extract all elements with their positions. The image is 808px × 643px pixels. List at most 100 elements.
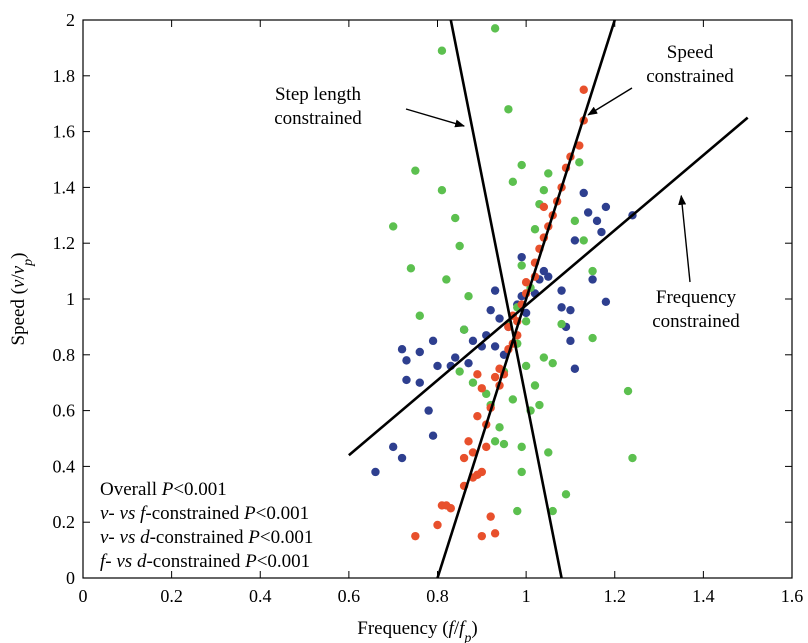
axis-ticks bbox=[82, 19, 793, 579]
green-data-point bbox=[561, 490, 571, 499]
green-data-point bbox=[548, 358, 557, 368]
green-data-point bbox=[623, 386, 633, 396]
annotation-arrow bbox=[678, 194, 691, 283]
green-data-point bbox=[535, 400, 544, 410]
blue-data-point bbox=[397, 345, 407, 354]
x-tick-label: 0 bbox=[79, 586, 88, 606]
green-data-point bbox=[508, 177, 518, 187]
y-tick-label: 0.2 bbox=[53, 512, 76, 532]
blue-data-point bbox=[566, 336, 575, 346]
y-tick-label: 0 bbox=[66, 568, 75, 588]
green-data-point bbox=[521, 317, 531, 326]
blue-data-point bbox=[583, 208, 593, 217]
green-data-point bbox=[459, 325, 469, 334]
green-data-point bbox=[455, 367, 464, 376]
green-data-point bbox=[517, 261, 526, 270]
blue-data-point bbox=[495, 314, 504, 323]
blue-data-point bbox=[371, 467, 380, 477]
annotation-label: constrained bbox=[646, 66, 734, 87]
y-tick-label: 1 bbox=[66, 289, 75, 309]
green-data-point bbox=[539, 185, 549, 195]
green-data-point bbox=[530, 381, 540, 390]
red-data-point bbox=[495, 364, 504, 373]
green-data-point bbox=[411, 166, 420, 175]
y-tick-label: 0.8 bbox=[53, 345, 76, 365]
annotation-label: Step length bbox=[275, 84, 362, 105]
red-data-point bbox=[486, 512, 495, 521]
annotation-arrow bbox=[587, 87, 633, 116]
blue-data-point bbox=[601, 297, 611, 306]
blue-data-point bbox=[588, 275, 597, 284]
y-tick-label: 0.4 bbox=[53, 456, 76, 476]
green-data-point bbox=[415, 311, 424, 320]
red-data-point bbox=[459, 453, 469, 463]
green-data-point bbox=[442, 275, 451, 284]
green-data-point bbox=[575, 158, 584, 167]
stat-line: Overall P<0.001 bbox=[100, 479, 227, 500]
blue-data-point bbox=[566, 305, 575, 315]
green-data-point bbox=[406, 264, 416, 273]
stat-line: f- vs d-constrained P<0.001 bbox=[100, 551, 310, 572]
x-tick-label: 1.6 bbox=[781, 586, 804, 606]
green-data-point bbox=[539, 353, 549, 362]
blue-data-point bbox=[517, 252, 526, 262]
green-data-point bbox=[508, 395, 518, 404]
x-tick-label: 1 bbox=[522, 586, 531, 606]
annotations: Step length constrained Speed constrained Fr… bbox=[274, 42, 740, 332]
green-data-point bbox=[517, 467, 526, 477]
green-data-point bbox=[513, 506, 522, 516]
green-data-point bbox=[544, 448, 553, 457]
annotation-arrow bbox=[405, 108, 466, 128]
blue-data-point bbox=[490, 286, 500, 295]
green-data-point bbox=[557, 319, 566, 329]
x-tick-label: 1.2 bbox=[604, 586, 627, 606]
data-points bbox=[371, 24, 637, 541]
green-data-point bbox=[588, 266, 597, 276]
blue-data-point bbox=[402, 356, 411, 365]
stat-line: v- vs d-constrained P<0.001 bbox=[100, 527, 313, 548]
green-data-point bbox=[504, 105, 513, 114]
blue-data-point bbox=[424, 406, 433, 415]
green-data-point bbox=[579, 236, 588, 245]
green-data-point bbox=[570, 216, 580, 226]
y-axis-label: Speed (v/vp) bbox=[8, 253, 36, 346]
red-data-point bbox=[579, 85, 588, 94]
blue-data-point bbox=[415, 347, 424, 357]
statistics-text: Overall P<0.001 v- vs f-constrained P<0.0… bbox=[100, 479, 313, 572]
blue-data-point bbox=[570, 364, 580, 373]
blue-data-point bbox=[433, 361, 442, 371]
red-data-point bbox=[477, 384, 487, 393]
blue-data-point bbox=[428, 431, 438, 440]
green-data-point bbox=[628, 453, 637, 463]
red-data-point bbox=[490, 372, 500, 382]
red-data-point bbox=[446, 504, 455, 513]
green-data-point bbox=[464, 292, 473, 301]
red-data-point bbox=[490, 529, 500, 538]
y-tick-label: 1.4 bbox=[53, 177, 76, 197]
green-data-point bbox=[437, 46, 447, 55]
red-data-point bbox=[468, 448, 478, 457]
blue-data-point bbox=[579, 188, 588, 198]
green-data-point bbox=[437, 185, 447, 195]
annotation-label: Frequency bbox=[656, 287, 737, 308]
red-data-point bbox=[482, 442, 491, 452]
green-data-point bbox=[548, 506, 557, 516]
red-data-point bbox=[433, 520, 442, 530]
blue-data-point bbox=[557, 286, 566, 295]
blue-data-point bbox=[402, 375, 411, 385]
constraint-line bbox=[436, 19, 616, 579]
x-tick-label: 1.4 bbox=[692, 586, 715, 606]
constraint-lines bbox=[348, 19, 749, 579]
green-data-point bbox=[530, 225, 540, 234]
green-data-point bbox=[455, 241, 464, 251]
annotation-label: constrained bbox=[652, 311, 740, 332]
red-data-point bbox=[411, 531, 420, 541]
stat-line: v- vs f-constrained P<0.001 bbox=[100, 503, 309, 524]
y-tick-label: 0.6 bbox=[53, 401, 76, 421]
y-tick-label: 1.6 bbox=[53, 122, 76, 142]
y-tick-label: 2 bbox=[66, 10, 75, 30]
blue-data-point bbox=[451, 353, 460, 362]
blue-data-point bbox=[557, 303, 566, 312]
blue-data-point bbox=[464, 358, 473, 368]
annotation-label: constrained bbox=[274, 108, 362, 129]
